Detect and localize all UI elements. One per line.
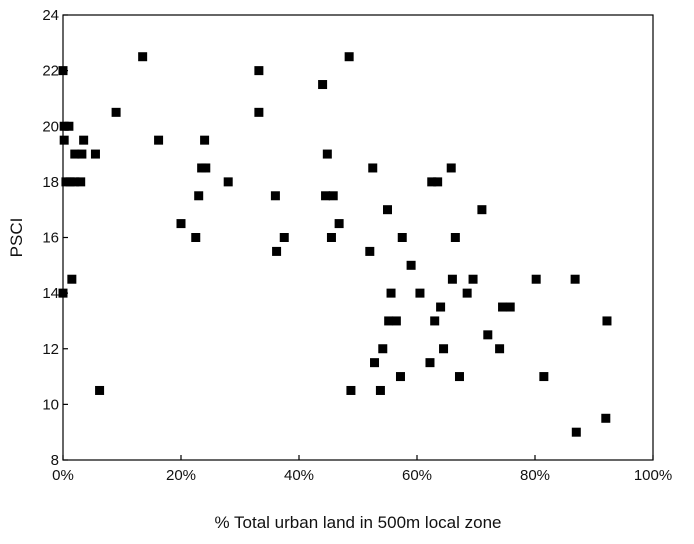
- data-point: [498, 302, 508, 312]
- x-axis-label: % Total urban land in 500m local zone: [215, 513, 502, 532]
- data-point: [272, 246, 282, 256]
- data-point: [425, 358, 435, 368]
- data-points: [58, 52, 612, 437]
- data-point: [415, 288, 425, 298]
- data-point: [462, 288, 472, 298]
- data-point: [436, 302, 446, 312]
- data-point: [447, 274, 457, 284]
- y-axis: 8 10 12 14 16 18 20 22 24: [42, 7, 68, 469]
- data-point: [531, 274, 541, 284]
- x-tick-label: 20%: [166, 467, 196, 484]
- data-point: [79, 135, 89, 145]
- data-point: [76, 177, 86, 187]
- data-point: [90, 149, 100, 159]
- x-tick-label: 80%: [520, 467, 550, 484]
- data-point: [397, 233, 407, 242]
- data-point: [384, 316, 394, 326]
- data-point: [368, 163, 378, 173]
- data-point: [450, 233, 460, 242]
- x-tick-label: 100%: [634, 467, 672, 484]
- data-point: [59, 121, 69, 131]
- data-point: [375, 385, 385, 395]
- data-point: [395, 372, 405, 382]
- data-point: [446, 163, 456, 173]
- data-point: [430, 316, 440, 326]
- y-axis-label: PSCI: [7, 218, 26, 258]
- data-point: [254, 66, 264, 76]
- data-point: [111, 107, 121, 117]
- data-point: [318, 80, 328, 90]
- data-point: [67, 274, 77, 284]
- data-point: [334, 219, 344, 229]
- data-point: [58, 66, 68, 76]
- data-point: [391, 316, 401, 326]
- data-point: [200, 135, 210, 145]
- y-tick-label: 20: [42, 118, 59, 135]
- y-tick-label: 14: [42, 285, 59, 302]
- x-axis: 0% 20% 40% 60% 80% 100%: [52, 455, 672, 484]
- y-tick-label: 8: [51, 452, 59, 469]
- data-point: [346, 385, 356, 395]
- data-point: [454, 372, 464, 382]
- data-point: [59, 135, 69, 145]
- y-tick-label: 16: [42, 230, 59, 247]
- data-point: [95, 385, 105, 395]
- data-point: [365, 246, 375, 256]
- data-point: [439, 344, 449, 354]
- data-point: [326, 233, 336, 242]
- data-point: [602, 316, 612, 326]
- y-tick-label: 12: [42, 341, 59, 358]
- data-point: [383, 205, 392, 215]
- x-tick-label: 60%: [402, 467, 432, 484]
- plot-frame: [62, 14, 654, 461]
- data-point: [483, 330, 493, 340]
- data-point: [321, 191, 331, 201]
- data-point: [495, 344, 505, 354]
- data-point: [64, 121, 74, 131]
- data-point: [386, 288, 396, 298]
- data-point: [154, 135, 164, 145]
- data-point: [65, 177, 75, 187]
- data-point: [201, 163, 211, 173]
- data-point: [539, 372, 549, 382]
- data-point: [344, 52, 354, 62]
- data-point: [176, 219, 186, 229]
- data-point: [254, 107, 264, 117]
- data-point: [505, 302, 515, 312]
- x-tick-label: 0%: [52, 467, 74, 484]
- data-point: [77, 149, 87, 159]
- data-point: [570, 274, 580, 284]
- data-point: [477, 205, 487, 215]
- data-point: [270, 191, 280, 201]
- y-tick-label: 18: [42, 174, 59, 191]
- data-point: [279, 233, 289, 242]
- data-point: [194, 191, 204, 201]
- data-point: [601, 413, 611, 423]
- data-point: [191, 233, 201, 242]
- data-point: [328, 191, 338, 201]
- data-point: [223, 177, 233, 187]
- data-point: [571, 427, 581, 437]
- data-point: [70, 149, 80, 159]
- data-point: [58, 288, 68, 298]
- data-point: [468, 274, 478, 284]
- x-tick-label: 40%: [284, 467, 314, 484]
- data-point: [406, 260, 416, 270]
- data-point: [322, 149, 332, 159]
- data-point: [433, 177, 443, 187]
- data-point: [378, 344, 388, 354]
- data-point: [370, 358, 380, 368]
- data-point: [427, 177, 437, 187]
- data-point: [70, 177, 80, 187]
- y-tick-label: 10: [42, 396, 59, 413]
- data-point: [138, 52, 148, 62]
- y-tick-label: 22: [42, 63, 59, 80]
- y-tick-label: 24: [42, 7, 59, 24]
